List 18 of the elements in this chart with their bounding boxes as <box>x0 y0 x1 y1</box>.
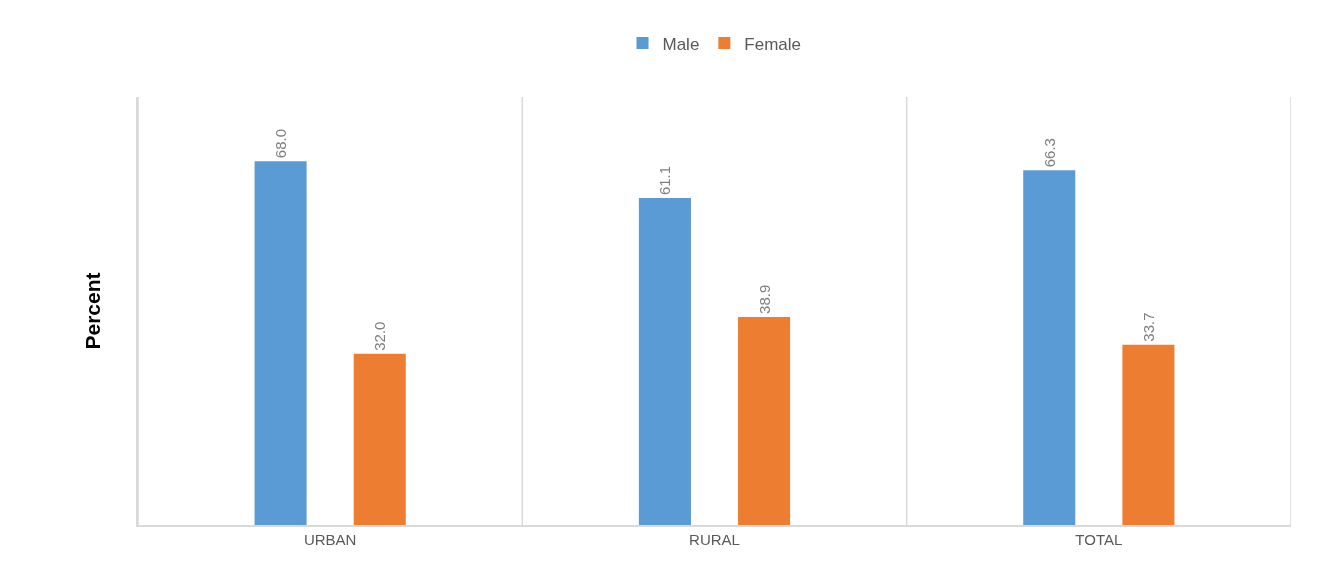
y-axis-title: Percent <box>80 272 104 350</box>
data-label: 66.3 <box>1040 138 1058 168</box>
x-tick-label: URBAN <box>303 530 357 548</box>
x-tick-label: RURAL <box>689 530 740 548</box>
bar <box>1023 170 1076 525</box>
bar <box>254 161 307 525</box>
bar <box>638 198 691 525</box>
bar <box>738 316 791 525</box>
data-label: 68.0 <box>272 129 290 159</box>
data-label: 33.7 <box>1139 312 1157 342</box>
bar <box>353 353 406 525</box>
data-label: 38.9 <box>755 284 773 314</box>
x-tick-label: TOTAL <box>1075 530 1123 548</box>
bar <box>1122 344 1175 525</box>
data-label: 32.0 <box>371 321 389 351</box>
legend-label: Male <box>662 34 700 54</box>
data-label: 61.1 <box>656 165 674 196</box>
legend-label: Female <box>744 34 802 54</box>
